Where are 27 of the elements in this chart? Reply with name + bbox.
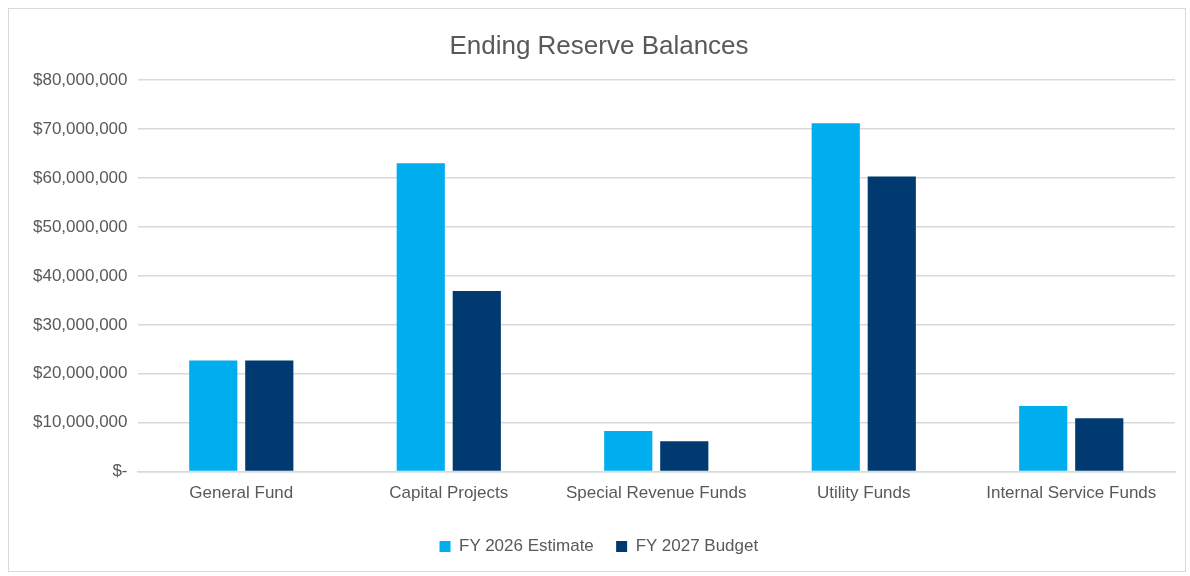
y-tick-label: $30,000,000	[32, 314, 128, 334]
bar	[396, 163, 445, 471]
bar	[811, 123, 860, 471]
y-tick-label: $10,000,000	[32, 412, 128, 432]
bar	[245, 360, 294, 471]
bar	[452, 291, 501, 471]
bar	[1075, 418, 1124, 471]
legend-label: FY 2026 Estimate	[459, 536, 594, 556]
bar	[1019, 406, 1068, 471]
bar	[867, 176, 916, 471]
y-tick-label: $80,000,000	[32, 69, 128, 89]
x-tick-label: General Fund	[189, 483, 294, 503]
y-tick-label: $20,000,000	[32, 363, 128, 383]
y-tick-label: $60,000,000	[32, 167, 128, 187]
bar	[189, 360, 238, 471]
x-tick-label: Utility Funds	[817, 483, 911, 503]
y-tick-label: $50,000,000	[32, 216, 128, 236]
y-tick-label: $-	[112, 461, 128, 481]
x-tick-label: Internal Service Funds	[986, 483, 1157, 503]
bar	[660, 441, 709, 471]
legend-label: FY 2027 Budget	[635, 536, 759, 556]
y-tick-label: $70,000,000	[32, 118, 128, 138]
x-tick-label: Special Revenue Funds	[566, 483, 747, 503]
y-tick-label: $40,000,000	[32, 265, 128, 285]
chart-title: Ending Reserve Balances	[449, 29, 749, 60]
bar	[604, 430, 653, 471]
x-tick-label: Capital Projects	[389, 483, 509, 503]
